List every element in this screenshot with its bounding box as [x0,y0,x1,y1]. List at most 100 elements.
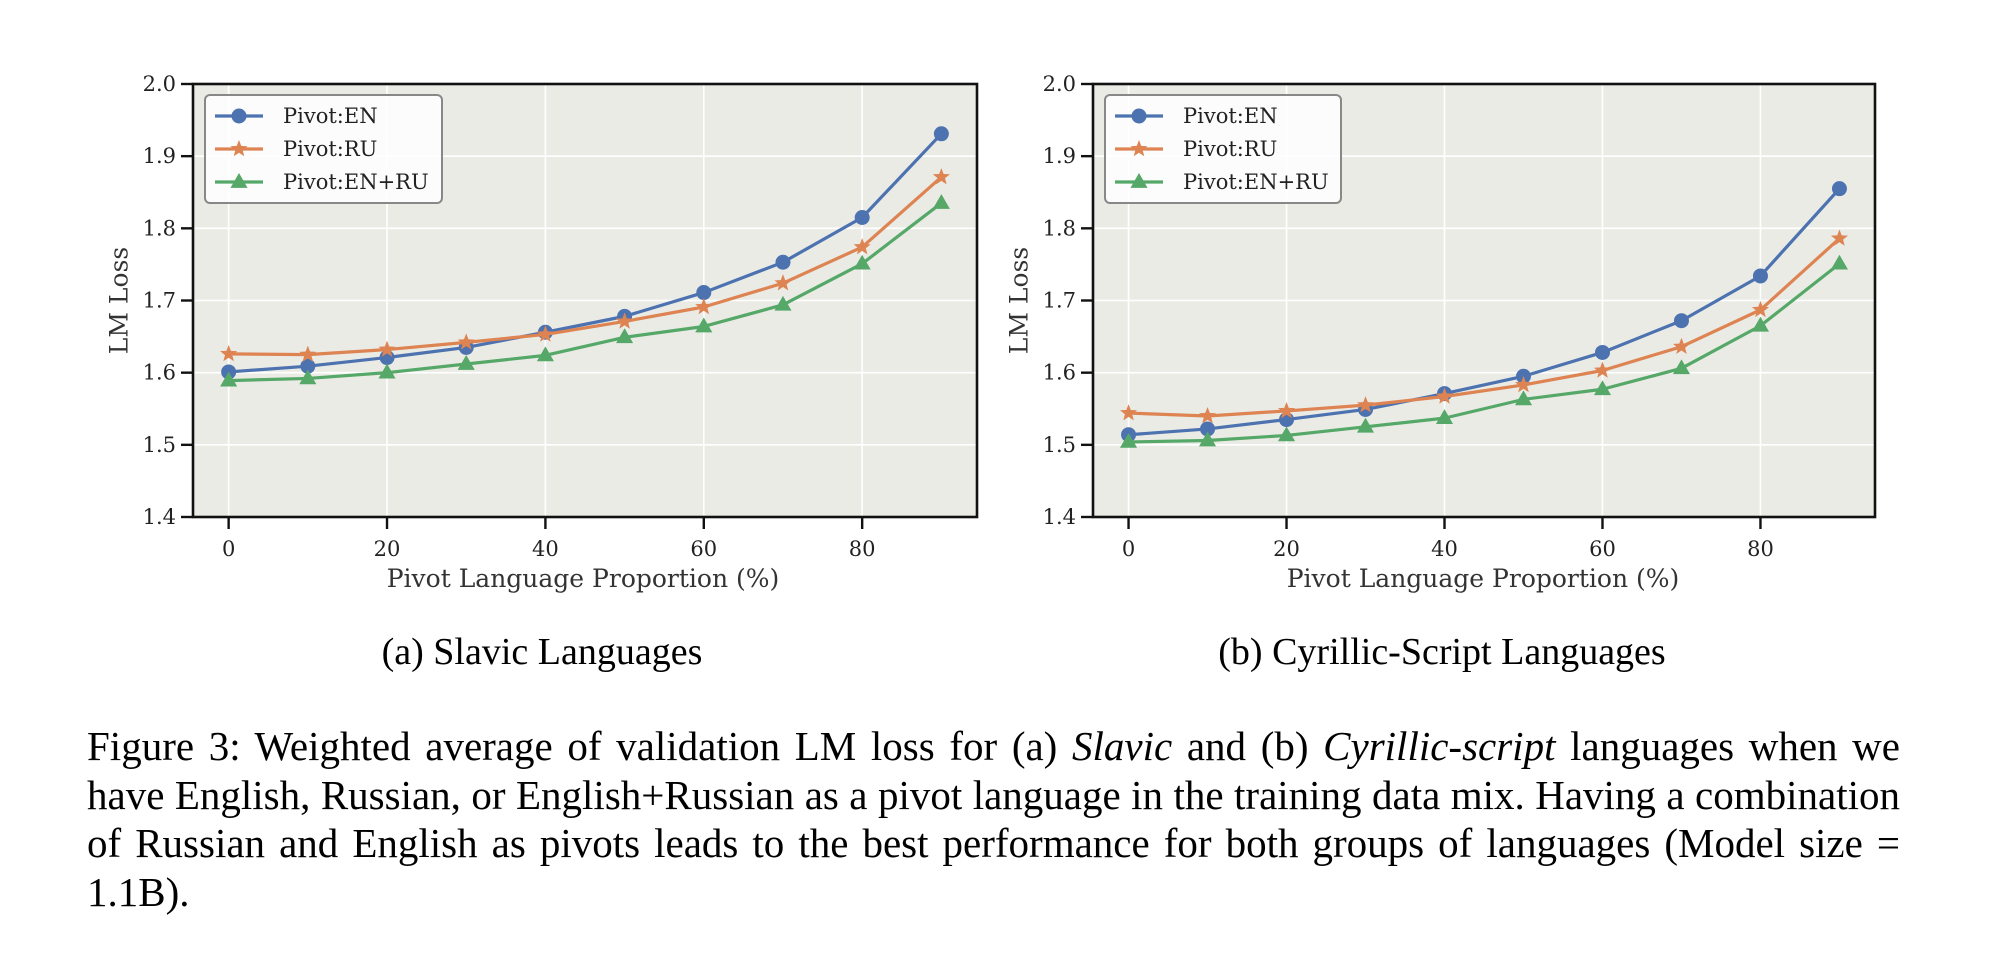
series-pivotru [220,168,950,362]
legend-box [204,94,443,204]
data-point [1752,268,1768,284]
y-tick-label: 2.0 [1043,72,1076,96]
x-axis-label: Pivot Language Proportion (%) [1287,564,1680,593]
data-point [1672,337,1691,354]
figure-caption: Figure 3: Weighted average of validation… [87,722,1900,916]
data-point [774,295,792,311]
caption-part: languages when we have English, Russian,… [87,723,1900,915]
x-tick-label: 80 [1747,537,1774,561]
legend-item: Pivot:EN [1115,104,1278,128]
data-point [1356,417,1375,433]
data-point [616,312,634,329]
y-tick-label: 1.9 [1043,144,1076,168]
data-point [1119,432,1138,448]
triangle-marker-icon [1130,173,1148,188]
data-point [1435,387,1454,404]
data-point [854,210,870,226]
data-point [220,344,238,362]
series-line [228,175,943,357]
y-tick-label: 1.5 [143,433,176,457]
data-point [1831,181,1847,197]
data-point [695,297,713,315]
y-tick-label: 1.7 [143,289,176,313]
data-point [536,346,554,362]
series-line [228,132,943,374]
caption-part: and (b) [1172,723,1324,769]
legend-item: Pivot:RU [215,137,377,161]
y-tick-label: 1.6 [143,361,176,385]
data-point [1830,254,1849,270]
y-tick-label: 1.8 [143,216,176,240]
data-point [1200,421,1216,437]
data-point [1356,396,1375,413]
data-point [1514,390,1533,406]
data-point [695,317,713,333]
data-point [1593,361,1612,378]
data-point [1672,359,1691,375]
legend-label: Pivot:EN+RU [283,170,429,194]
x-axis-label: Pivot Language Proportion (%) [387,564,780,593]
data-point [299,369,317,385]
data-point [457,333,475,350]
legend-label: Pivot:RU [283,137,377,161]
data-point [1198,431,1217,447]
data-point [220,371,238,387]
x-tick-label: 40 [532,537,559,561]
legend-box [1104,94,1342,204]
legend-label: Pivot:RU [1183,137,1277,161]
x-tick-label: 20 [374,537,401,561]
series-line [1128,187,1841,437]
y-tick-label: 1.8 [1043,216,1076,240]
x-tick-label: 40 [1431,537,1458,561]
data-point [853,238,871,255]
data-point [932,194,950,209]
data-point [536,325,554,342]
legend: Pivot:EN Pivot:RU Pivot:EN+RU [204,94,443,204]
caption-part: Cyrillic-script [1323,723,1556,769]
data-point [1277,401,1296,419]
legend-item: Pivot:EN+RU [215,170,429,194]
x-tick-label: 80 [849,537,876,561]
y-axis-label: LM Loss [1005,247,1034,354]
figure-canvas: 1.4 1.5 1.6 1.7 1.8 1.9 2.0 0 20 40 60 80 Pivot Lang… [105,72,1877,593]
data-point [1594,344,1610,360]
data-point [457,355,475,370]
x-tick-label: 0 [1122,537,1135,561]
data-point [1119,404,1138,421]
data-point [378,363,396,379]
data-point [300,358,316,374]
caption-part: Figure 3: Weighted average of validation… [87,723,1072,769]
data-point [1673,313,1689,329]
triangle-marker-icon [230,173,248,188]
legend-label: Pivot:EN+RU [1183,170,1329,194]
series-line [1128,237,1841,418]
subcaption-b: (b) Cyrillic-Script Languages [1218,631,1666,673]
series-line [1128,262,1841,444]
y-tick-label: 2.0 [143,72,176,96]
x-tick-label: 0 [222,537,235,561]
legend-item: Pivot:EN [215,104,378,128]
series-pivoten-plus-ru [220,194,950,387]
y-tick-label: 1.4 [1043,505,1076,529]
y-tick-label: 1.7 [1043,289,1076,313]
y-tick-label: 1.6 [1043,361,1076,385]
star-marker-icon [1130,140,1148,157]
data-point [1593,380,1612,396]
data-point [774,274,792,291]
caption-part: Slavic [1072,723,1173,769]
star-marker-icon [230,140,248,157]
series-pivoten-plus-ru [1119,254,1849,448]
y-tick-label: 1.5 [1043,433,1076,457]
x-tick-label: 60 [690,537,717,561]
data-point [1751,316,1770,332]
y-tick-label: 1.4 [143,505,176,529]
chart-panel-b: 1.4 1.5 1.6 1.7 1.8 1.9 2.0 0 20 40 60 80 Pivot Lang… [1005,72,1877,593]
data-point [1277,426,1296,442]
circle-marker-icon [1131,108,1147,124]
x-tick-label: 20 [1273,537,1300,561]
legend-label: Pivot:EN [1183,104,1278,128]
subcaption-a: (a) Slavic Languages [381,631,703,673]
data-point [378,340,396,357]
data-point [1198,406,1217,424]
x-tick-label: 60 [1589,537,1616,561]
